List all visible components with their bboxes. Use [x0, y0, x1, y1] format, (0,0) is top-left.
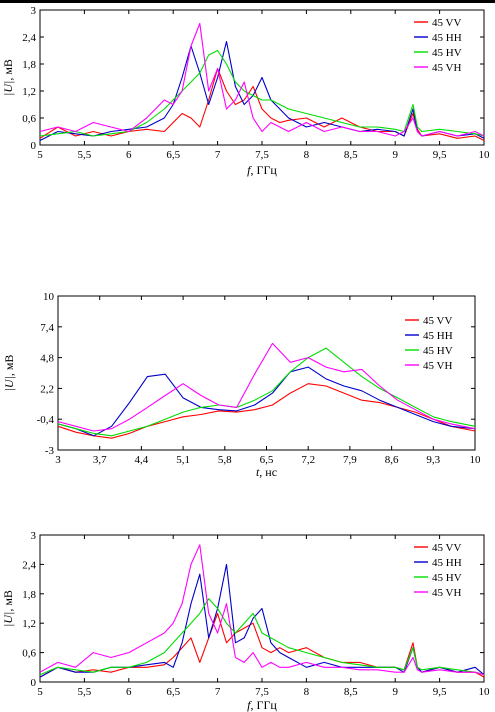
y-axis-label-symbol: |U| — [2, 376, 16, 391]
y-axis-label-unit: , мВ — [1, 59, 15, 81]
x-axis-label: t, нс — [256, 465, 277, 479]
x-tick-label: 6,5 — [166, 149, 180, 161]
x-tick-label: 5,1 — [176, 454, 190, 466]
y-axis-label-symbol: |U| — [1, 612, 15, 627]
x-tick-label: 7,9 — [343, 454, 357, 466]
y-tick-label: 1,8 — [22, 59, 36, 71]
x-tick-label: 6,5 — [166, 686, 180, 698]
series-line-45-vh — [39, 544, 485, 676]
x-tick-label: 6,5 — [260, 454, 274, 466]
x-tick-label: 8,6 — [385, 454, 399, 466]
legend-label: 45 VV — [432, 542, 461, 554]
x-tick-label: 5,8 — [218, 454, 232, 466]
page-top-rule — [0, 0, 495, 3]
y-tick-label: -3 — [45, 445, 55, 457]
y-tick-label: 2,4 — [22, 32, 36, 44]
y-tick-label: 1,8 — [22, 589, 36, 601]
x-tick-label: 10 — [479, 149, 491, 161]
x-tick-label: 5 — [37, 149, 43, 161]
x-tick-label: 7 — [215, 149, 221, 161]
y-tick-label: 3 — [31, 5, 37, 17]
y-tick-label: 1,2 — [22, 618, 36, 630]
x-tick-label: 5,5 — [78, 686, 92, 698]
y-tick-label: -0,4 — [37, 414, 55, 426]
series-line-45-hv — [39, 598, 485, 676]
legend-label: 45 HV — [423, 345, 453, 357]
series-line-45-vv — [39, 612, 485, 678]
legend-label: 45 HH — [432, 32, 462, 44]
x-axis-label-symbol: f — [247, 163, 252, 177]
legend-label: 45 VH — [432, 62, 461, 74]
chart-time-domain: 3 3,7 4,4 5,1 5,8 6,5 7,2 7,9 8,6 9,3 10 -3 -0,4 2,2 4… — [2, 291, 482, 479]
series-line-45-hv — [57, 347, 476, 437]
x-tick-label: 7,2 — [301, 454, 315, 466]
series-line-45-hv — [39, 49, 485, 137]
legend-label: 45 VV — [432, 17, 461, 29]
x-tick-label: 9,5 — [433, 686, 447, 698]
x-tick-label: 5,5 — [78, 149, 92, 161]
x-tick-label: 9 — [392, 149, 398, 161]
x-tick-label: 9 — [392, 686, 398, 698]
y-tick-label: 4,8 — [40, 353, 54, 365]
y-tick-label: 3 — [31, 530, 37, 542]
x-tick-label: 3 — [55, 454, 61, 466]
series-line-45-hh — [39, 563, 485, 678]
legend-label: 45 HH — [432, 557, 462, 569]
plot-frame — [57, 295, 476, 451]
y-tick-label: 10 — [43, 291, 55, 303]
y-tick-label: 0 — [31, 677, 37, 689]
x-tick-label: 7,5 — [255, 149, 269, 161]
y-axis-label-unit: , мВ — [1, 590, 15, 612]
x-axis-label-unit: , нс — [259, 465, 277, 479]
series-line-45-vv — [57, 383, 476, 439]
series-line-45-vh — [57, 342, 476, 432]
x-axis-label-symbol: f — [247, 698, 252, 712]
series-line-45-hh — [39, 40, 485, 141]
x-tick-label: 4,4 — [135, 454, 149, 466]
x-axis-label-unit: , ГГц — [251, 163, 278, 177]
x-tick-label: 5 — [37, 686, 43, 698]
y-tick-label: 0,6 — [22, 113, 36, 125]
x-tick-label: 8,5 — [344, 149, 358, 161]
x-tick-label: 3,7 — [93, 454, 107, 466]
y-tick-label: 0,6 — [22, 648, 36, 660]
chart-spectrum-top: 5 5,5 6 6,5 7 7,5 8 8,5 9 9,5 10 0 0,6 1,2 1,8 2,4 3 45 V… — [1, 5, 491, 177]
legend-label: 45 VH — [423, 360, 452, 372]
y-axis-label: |U|, мВ — [1, 590, 15, 627]
x-tick-label: 6 — [126, 149, 132, 161]
x-tick-label: 10 — [479, 686, 491, 698]
x-axis-label: f, ГГц — [247, 698, 277, 712]
y-axis-label: |U|, мВ — [1, 59, 15, 96]
x-tick-label: 9,5 — [433, 149, 447, 161]
x-tick-label: 9,3 — [426, 454, 440, 466]
y-axis-label: |U|, мВ — [2, 355, 16, 392]
chart-spectrum-bottom: 5 5,5 6 6,5 7 7,5 8 8,5 9 9,5 10 0 0,6 1,2 1,8 2,4 3 45 V… — [1, 530, 491, 712]
x-tick-label: 8,5 — [344, 686, 358, 698]
legend-label: 45 HH — [423, 330, 453, 342]
legend-label: 45 HV — [432, 47, 462, 59]
y-tick-label: 7,4 — [40, 322, 54, 334]
series-line-45-vh — [39, 22, 485, 137]
x-tick-label: 10 — [470, 454, 482, 466]
y-tick-label: 1,2 — [22, 86, 36, 98]
x-tick-label: 6 — [126, 686, 132, 698]
x-tick-label: 7,5 — [255, 686, 269, 698]
y-tick-label: 2,4 — [22, 559, 36, 571]
legend-label: 45 HV — [432, 572, 462, 584]
y-tick-label: 0 — [31, 140, 37, 152]
x-tick-label: 8 — [304, 686, 310, 698]
y-tick-label: 2,2 — [40, 383, 54, 395]
x-axis-label-symbol: t — [256, 465, 260, 479]
legend-label: 45 VV — [423, 315, 452, 327]
series-line-45-hh — [57, 366, 476, 437]
x-axis-label: f, ГГц — [247, 163, 277, 177]
x-axis-label-unit: , ГГц — [251, 698, 278, 712]
x-tick-label: 7 — [215, 686, 221, 698]
x-tick-label: 8 — [304, 149, 310, 161]
y-axis-label-symbol: |U| — [1, 81, 15, 96]
y-axis-label-unit: , мВ — [2, 355, 16, 377]
legend-label: 45 VH — [432, 587, 461, 599]
